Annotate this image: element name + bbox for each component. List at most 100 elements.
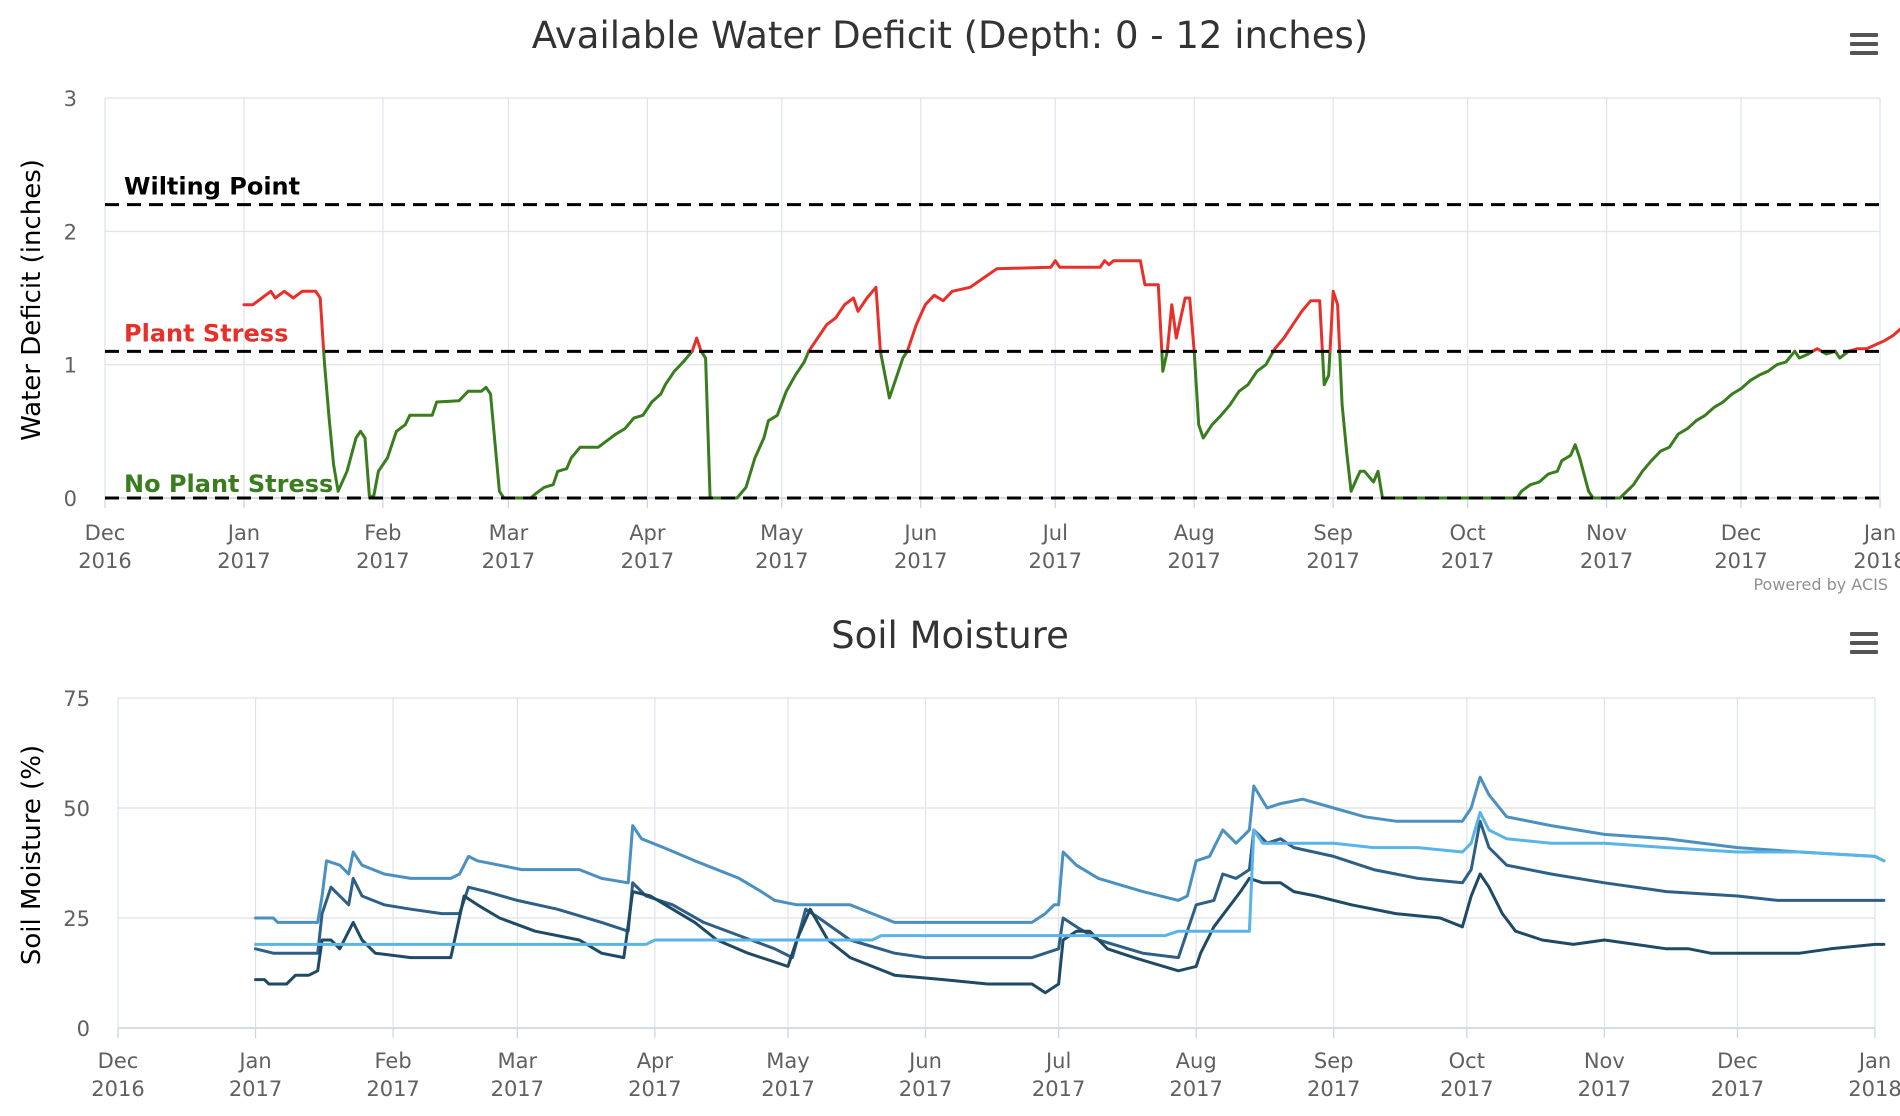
sm-x-tick-label-month: Jul	[1044, 1049, 1071, 1073]
wd-x-tick-label-year: 2017	[755, 549, 808, 573]
reference-line-label: Plant Stress	[124, 319, 288, 347]
sm-x-tick-label-month: Aug	[1176, 1049, 1217, 1073]
soil-moisture-series	[254, 775, 1886, 995]
sm-x-tick-label-year: 2017	[1032, 1077, 1085, 1101]
soil-moisture-grid	[117, 697, 1876, 1038]
wd-x-tick-label-month: Mar	[489, 521, 529, 545]
soil-moisture-y-ticks: 0 25 50 75	[63, 687, 90, 1041]
soil-moisture-y-axis-title: Soil Moisture (%)	[17, 745, 47, 965]
sm-x-tick-label-month: Jan	[237, 1049, 271, 1073]
sm-y-tick-label: 25	[63, 907, 90, 931]
sm-x-tick-label-month: Jun	[907, 1049, 942, 1073]
sm-x-tick-label-year: 2017	[491, 1077, 544, 1101]
water-deficit-chart: Available Water Deficit (Depth: 0 - 12 i…	[17, 14, 1900, 594]
chart2-menu-button[interactable]	[1847, 627, 1881, 657]
sm-x-tick-label-year: 2017	[761, 1077, 814, 1101]
wd-x-tick-label-month: May	[760, 521, 803, 545]
sm-y-tick-label: 50	[63, 797, 90, 821]
soil-moisture-chart: Soil Moisture Soil Moisture (%) 0255075 …	[17, 614, 1900, 1101]
water-deficit-line-stress	[1165, 296, 1196, 353]
water-deficit-line-stress	[1811, 347, 1824, 353]
water-deficit-line-no-stress	[878, 349, 909, 400]
wd-y-tick-label: 1	[64, 354, 77, 378]
sm-x-tick-label-month: Jan	[1857, 1049, 1891, 1073]
water-deficit-line-stress	[1328, 289, 1342, 353]
sm-x-tick-label-year: 2017	[1578, 1077, 1631, 1101]
wd-x-tick-label-year: 2018	[1853, 549, 1900, 573]
chart1-menu-button[interactable]	[1847, 28, 1881, 58]
sm-x-tick-label-year: 2017	[1711, 1077, 1764, 1101]
sm-x-tick-label-year: 2017	[229, 1077, 282, 1101]
soil-moisture-line-1	[254, 775, 1886, 924]
water-deficit-line-stress	[1847, 327, 1900, 353]
water-deficit-line-no-stress	[1833, 349, 1851, 360]
wd-x-tick-label-year: 2017	[1580, 549, 1633, 573]
sm-x-tick-label-year: 2017	[1307, 1077, 1360, 1101]
sm-x-tick-label-month: Dec	[98, 1049, 139, 1073]
sm-x-tick-label-year: 2017	[628, 1077, 681, 1101]
credit-link[interactable]: Powered by ACIS	[1753, 575, 1888, 594]
water-deficit-line-stress	[905, 259, 1164, 353]
water-deficit-y-axis-title: Water Deficit (inches)	[17, 159, 47, 441]
water-deficit-x-ticks: Dec 2016 Jan 2017 Feb 2017 Mar 2017 Apr 2017 May 20…	[78, 521, 1900, 573]
wd-x-tick-label-month: Apr	[629, 521, 666, 545]
wd-x-tick-label-month: Aug	[1174, 521, 1215, 545]
wd-x-tick-label-year: 2017	[621, 549, 674, 573]
water-deficit-series	[242, 259, 1900, 500]
water-deficit-title: Available Water Deficit (Depth: 0 - 12 i…	[532, 14, 1368, 57]
sm-x-tick-label-year: 2017	[1169, 1077, 1222, 1101]
soil-moisture-line-2	[254, 819, 1886, 960]
soil-moisture-line-4	[254, 810, 1886, 946]
wd-x-tick-label-year: 2017	[482, 549, 535, 573]
sm-x-tick-label-month: Dec	[1717, 1049, 1758, 1073]
sm-x-tick-label-year: 2017	[899, 1077, 952, 1101]
soil-moisture-title: Soil Moisture	[831, 614, 1069, 657]
water-deficit-line-no-stress	[1320, 349, 1332, 387]
sm-x-tick-label-year: 2017	[1440, 1077, 1493, 1101]
water-deficit-line-stress	[807, 285, 882, 353]
sm-x-tick-label-month: Feb	[374, 1049, 411, 1073]
wd-x-tick-label-year: 2017	[894, 549, 947, 573]
wd-x-tick-label-month: Nov	[1586, 521, 1627, 545]
reference-line-label: Wilting Point	[124, 173, 300, 201]
sm-x-tick-label-month: Oct	[1449, 1049, 1485, 1073]
wd-x-tick-label-year: 2017	[217, 549, 270, 573]
water-deficit-reference-lines: Wilting Point Plant Stress No Plant Stress	[105, 173, 1880, 500]
wd-y-tick-label: 0	[64, 487, 77, 511]
wd-x-tick-label-month: Sep	[1313, 521, 1353, 545]
water-deficit-line-stress	[1271, 299, 1324, 353]
sm-x-tick-label-month: Mar	[498, 1049, 538, 1073]
wd-x-tick-label-year: 2017	[1029, 549, 1082, 573]
sm-y-tick-label: 75	[63, 687, 90, 711]
water-deficit-line-no-stress	[322, 349, 694, 500]
wd-x-tick-label-month: Jun	[902, 521, 937, 545]
sm-x-tick-label-month: Sep	[1314, 1049, 1354, 1073]
soil-moisture-x-ticks: Dec 2016 Jan 2017 Feb 2017 Mar 2017 Apr 2017 May 20…	[91, 1049, 1900, 1101]
wd-x-tick-label-year: 2017	[1167, 549, 1220, 573]
sm-x-tick-label-month: Apr	[637, 1049, 674, 1073]
water-deficit-line-no-stress	[1338, 349, 1797, 500]
wd-x-tick-label-month: Jan	[226, 521, 260, 545]
wd-x-tick-label-month: Dec	[85, 521, 126, 545]
wd-x-tick-label-month: Jul	[1041, 521, 1068, 545]
water-deficit-grid	[104, 97, 1881, 508]
wd-x-tick-label-year: 2017	[356, 549, 409, 573]
wd-x-tick-label-year: 2016	[78, 549, 131, 573]
sm-x-tick-label-year: 2017	[366, 1077, 419, 1101]
soil-moisture-line-3	[254, 872, 1886, 995]
water-deficit-line-no-stress	[1160, 349, 1169, 373]
wd-y-tick-label: 3	[64, 87, 77, 111]
water-deficit-line-stress	[690, 336, 703, 353]
reference-line-label: No Plant Stress	[124, 470, 333, 498]
water-deficit-y-ticks: 0 1 2 3	[64, 87, 77, 511]
wd-x-tick-label-year: 2017	[1441, 549, 1494, 573]
sm-x-tick-label-month: Nov	[1584, 1049, 1625, 1073]
sm-x-tick-label-month: May	[766, 1049, 809, 1073]
wd-x-tick-label-month: Jan	[1862, 521, 1896, 545]
wd-x-tick-label-year: 2017	[1306, 549, 1359, 573]
wd-x-tick-label-year: 2017	[1714, 549, 1767, 573]
wd-x-tick-label-month: Feb	[364, 521, 401, 545]
water-deficit-line-stress	[242, 289, 326, 353]
sm-x-tick-label-year: 2016	[91, 1077, 144, 1101]
